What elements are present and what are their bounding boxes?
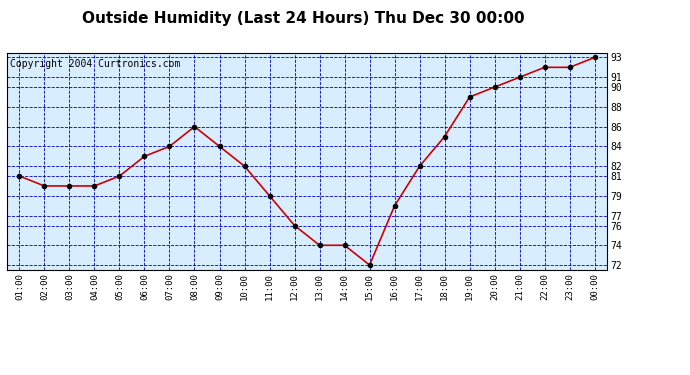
Text: Copyright 2004 Curtronics.com: Copyright 2004 Curtronics.com xyxy=(10,59,180,69)
Text: Outside Humidity (Last 24 Hours) Thu Dec 30 00:00: Outside Humidity (Last 24 Hours) Thu Dec… xyxy=(82,11,525,26)
